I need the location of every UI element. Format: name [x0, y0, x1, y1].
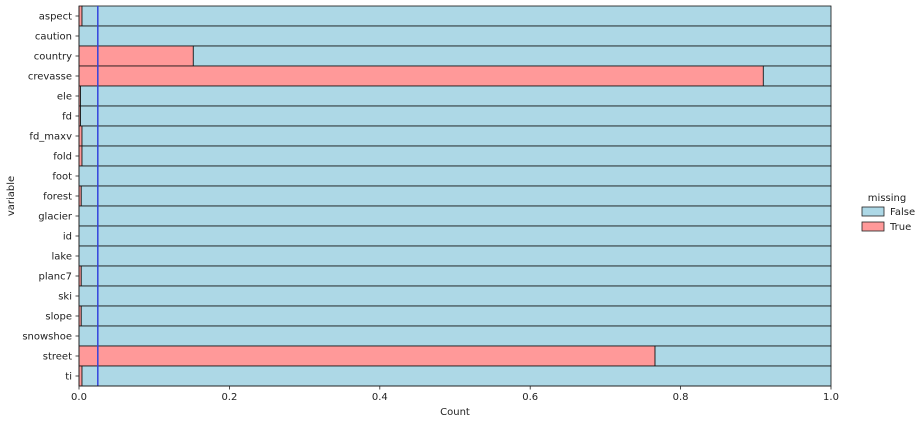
bar-country-true	[78, 45, 194, 67]
x-tick-label: 0.0	[71, 392, 87, 403]
legend-title: missing	[868, 193, 906, 204]
y-tick-label-ele: ele	[57, 92, 72, 103]
y-tick-label-fd-maxv: fd_maxv	[29, 132, 72, 143]
bar-crevasse-true	[78, 65, 764, 87]
y-tick-label-lake: lake	[52, 252, 73, 263]
y-tick-label-snowshoe: snowshoe	[22, 332, 72, 343]
y-tick-label-street: street	[43, 352, 72, 363]
bar-lake-false	[78, 245, 832, 267]
y-tick-label-id: id	[63, 232, 72, 243]
y-ticks-layer: aspect caution country crevasse ele fd fd_maxv…	[22, 12, 79, 383]
y-tick-label-fd: fd	[62, 112, 72, 123]
bar-ti-false	[81, 365, 832, 387]
bar-snowshoe-false	[78, 325, 832, 347]
bar-aspect-false	[81, 5, 832, 27]
bar-fold-false	[81, 145, 832, 167]
x-tick-label: 0.8	[673, 392, 689, 403]
bar-fd-maxv-false	[81, 125, 832, 147]
y-tick-label-forest: forest	[43, 192, 72, 203]
y-tick-label-fold: fold	[53, 152, 72, 163]
bar-country-false	[192, 45, 832, 67]
y-tick-label-slope: slope	[45, 312, 72, 323]
x-tick-label: 1.0	[823, 392, 839, 403]
bar-street-false	[654, 345, 832, 367]
y-tick-label-aspect: aspect	[39, 12, 72, 23]
bar-fd-false	[80, 105, 832, 127]
bar-foot-false	[78, 165, 832, 187]
y-tick-label-country: country	[34, 52, 72, 63]
x-tick-label: 0.2	[221, 392, 237, 403]
bar-crevasse-false	[762, 65, 832, 87]
y-tick-label-foot: foot	[52, 172, 72, 183]
x-tick-label: 0.6	[522, 392, 538, 403]
x-ticks-layer: 0.0 0.2 0.4 0.6 0.8 1.0	[71, 386, 839, 403]
legend-label-false: False	[890, 207, 915, 218]
legend: missing False True	[861, 193, 915, 233]
bar-planc7-false	[80, 265, 832, 287]
y-axis-label: variable	[6, 176, 17, 216]
y-tick-label-glacier: glacier	[38, 212, 73, 223]
legend-swatch-false	[861, 206, 885, 217]
bar-ele-false	[80, 85, 832, 107]
y-tick-label-ski: ski	[58, 292, 72, 303]
bar-slope-false	[80, 305, 832, 327]
y-tick-label-ti: ti	[65, 372, 72, 383]
x-tick-label: 0.4	[372, 392, 388, 403]
y-tick-label-planc7: planc7	[39, 272, 72, 283]
legend-swatch-true	[861, 221, 885, 232]
legend-label-true: True	[889, 222, 911, 233]
bar-glacier-false	[78, 205, 832, 227]
x-axis-label: Count	[440, 407, 470, 418]
bar-id-false	[78, 225, 832, 247]
y-tick-label-crevasse: crevasse	[28, 72, 72, 83]
bar-street-true	[78, 345, 656, 367]
bars-layer	[78, 5, 832, 387]
y-tick-label-caution: caution	[35, 32, 72, 43]
bar-caution-false	[78, 25, 832, 47]
bar-forest-false	[80, 185, 832, 207]
bar-ski-false	[78, 285, 832, 307]
